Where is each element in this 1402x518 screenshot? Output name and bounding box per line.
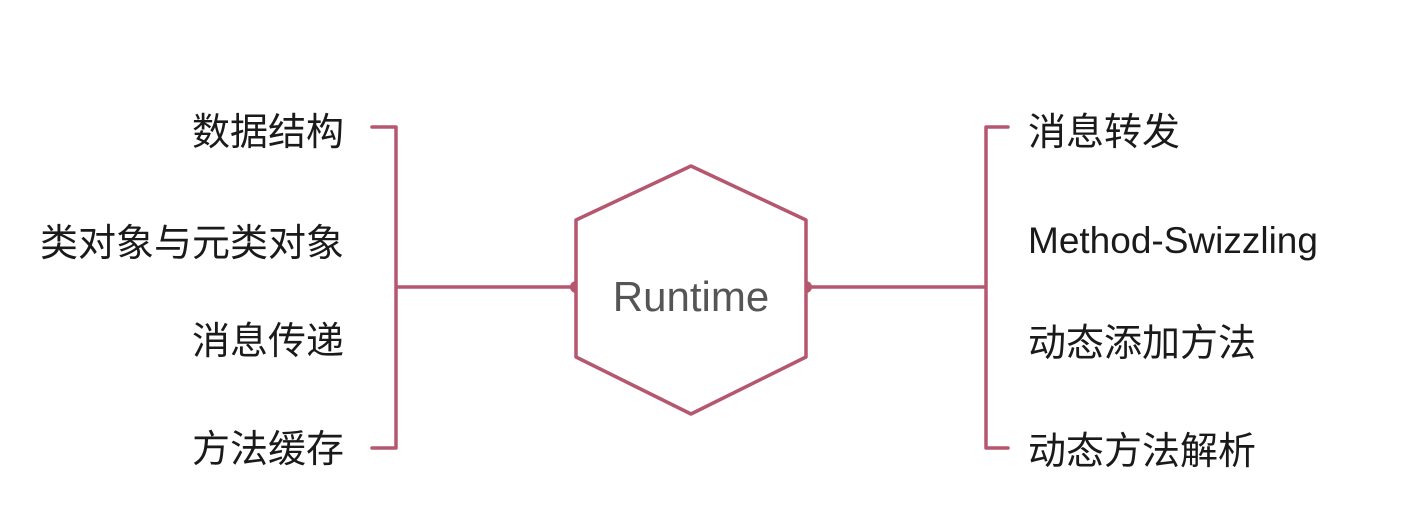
- left-item-class-metaclass: 类对象与元类对象: [39, 221, 344, 265]
- right-bracket: [984, 125, 1010, 450]
- right-item-message-forwarding: 消息转发: [1028, 110, 1181, 154]
- center-hexagon: [574, 164, 808, 416]
- right-item-method-swizzling: Method-Swizzling: [1028, 220, 1318, 261]
- left-item-method-cache: 方法缓存: [191, 427, 344, 471]
- right-item-dynamic-method-resolution: 动态方法解析: [1028, 429, 1257, 473]
- left-item-message-passing: 消息传递: [191, 319, 344, 363]
- left-bracket: [370, 125, 398, 450]
- left-item-data-structure: 数据结构: [191, 110, 344, 154]
- center-label: Runtime: [612, 273, 770, 320]
- right-item-dynamic-add-method: 动态添加方法: [1028, 321, 1257, 365]
